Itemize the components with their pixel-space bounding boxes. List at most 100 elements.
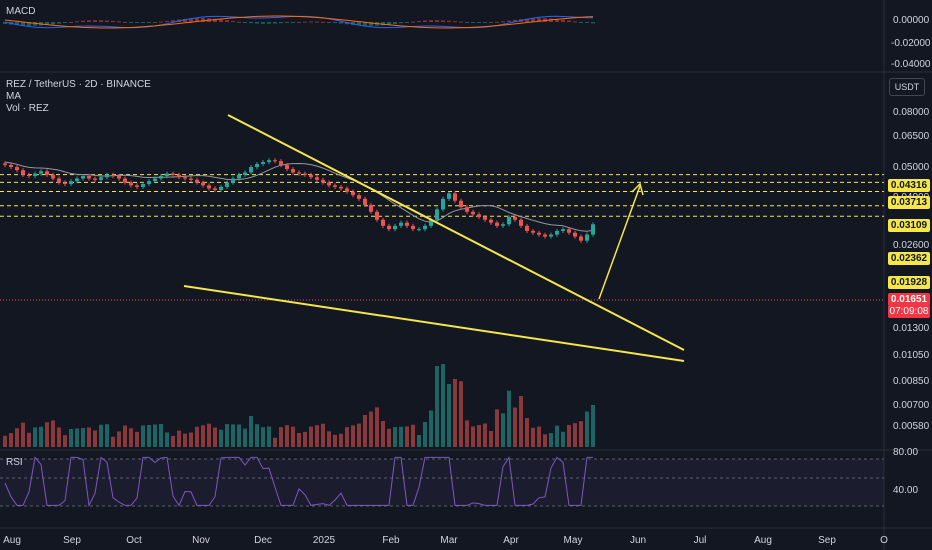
candle-body bbox=[591, 224, 595, 235]
macd-histogram-bar bbox=[309, 21, 313, 23]
macd-histogram-bar bbox=[477, 22, 481, 23]
volume-bar bbox=[303, 431, 307, 447]
macd-histogram-bar bbox=[63, 22, 67, 23]
candle-body bbox=[519, 219, 523, 226]
volume-bar bbox=[249, 416, 253, 447]
volume-bar bbox=[327, 431, 331, 447]
volume-bar bbox=[531, 427, 535, 447]
macd-tick: -0.02000 bbox=[891, 38, 931, 49]
candle-body bbox=[93, 178, 97, 180]
volume-bar bbox=[459, 381, 463, 447]
macd-histogram-bar bbox=[129, 22, 133, 23]
macd-histogram-bar bbox=[345, 22, 349, 25]
candle-body bbox=[219, 186, 223, 191]
candle-body bbox=[141, 183, 145, 187]
volume-bar bbox=[81, 428, 85, 447]
macd-histogram-bar bbox=[573, 21, 577, 23]
countdown-badge: 07:09:08 bbox=[888, 305, 930, 318]
price-tick: 0.00700 bbox=[893, 400, 930, 411]
volume-bar bbox=[453, 379, 457, 447]
level-badge[interactable]: 0.02362 bbox=[888, 252, 930, 265]
macd-histogram-bar bbox=[411, 21, 415, 23]
volume-bar bbox=[153, 424, 157, 447]
candle-body bbox=[57, 178, 61, 183]
macd-histogram-bar bbox=[531, 18, 535, 22]
volume-legend[interactable]: Vol · REZ bbox=[6, 103, 49, 114]
horizontal-levels bbox=[0, 174, 884, 217]
macd-histogram-bar bbox=[339, 22, 343, 24]
macd-histogram-bar bbox=[57, 22, 61, 24]
macd-label: MACD bbox=[6, 6, 36, 17]
candle-body bbox=[213, 188, 217, 191]
volume-bar bbox=[189, 432, 193, 447]
candle-body bbox=[489, 219, 493, 223]
candle-body bbox=[411, 225, 415, 230]
level-badge[interactable]: 0.03109 bbox=[888, 219, 930, 232]
volume-bar bbox=[3, 435, 7, 447]
volume-bar bbox=[207, 423, 211, 447]
current-price-badge[interactable]: 0.01651 bbox=[888, 293, 930, 306]
volume-bar bbox=[513, 407, 517, 447]
arrow-head-icon bbox=[631, 182, 644, 196]
ma-legend[interactable]: MA bbox=[6, 91, 21, 102]
time-tick: Dec bbox=[254, 535, 272, 546]
currency-button[interactable]: USDT bbox=[889, 78, 925, 96]
macd-histogram-bar bbox=[279, 22, 283, 24]
volume-bar bbox=[51, 420, 55, 447]
macd-histogram-bar bbox=[81, 20, 85, 22]
projection-arrow[interactable] bbox=[598, 185, 641, 300]
macd-histogram-bar bbox=[333, 22, 337, 23]
candle-body bbox=[255, 163, 259, 167]
volume-bar bbox=[93, 430, 97, 447]
candle-body bbox=[435, 209, 439, 220]
price-tick: 0.08000 bbox=[893, 107, 930, 118]
candle-body bbox=[21, 170, 25, 175]
symbol-title[interactable]: REZ / TetherUS · 2D · BINANCE bbox=[6, 79, 151, 90]
time-tick: Apr bbox=[503, 535, 519, 546]
candle-body bbox=[381, 219, 385, 226]
macd-histogram-bar bbox=[159, 21, 163, 23]
price-tick: 0.02600 bbox=[893, 240, 930, 251]
volume-bar bbox=[285, 425, 289, 447]
macd-histogram-bar bbox=[297, 21, 301, 23]
volume-bar bbox=[219, 429, 223, 447]
macd-histogram-bar bbox=[123, 21, 127, 23]
candle-body bbox=[465, 207, 469, 212]
level-badge[interactable]: 0.01928 bbox=[888, 276, 930, 289]
volume-bar bbox=[129, 428, 133, 447]
candle-body bbox=[495, 222, 499, 226]
lower-trendline[interactable] bbox=[183, 285, 685, 362]
volume-bar bbox=[507, 390, 511, 447]
macd-histogram-bar bbox=[165, 20, 169, 22]
candle-body bbox=[117, 176, 121, 179]
candle-body bbox=[357, 195, 361, 199]
candle-body bbox=[513, 216, 517, 220]
macd-histogram-bar bbox=[495, 21, 499, 23]
volume-bar bbox=[87, 427, 91, 447]
volume-bar bbox=[225, 424, 229, 447]
macd-histogram-bar bbox=[501, 21, 505, 23]
candle-body bbox=[309, 174, 313, 178]
candle-body bbox=[471, 211, 475, 215]
macd-histogram-bar bbox=[555, 19, 559, 22]
volume-bar bbox=[429, 410, 433, 447]
candle-body bbox=[321, 179, 325, 183]
candle-body bbox=[537, 232, 541, 235]
macd-histogram-bar bbox=[213, 18, 217, 22]
macd-histogram-bar bbox=[171, 20, 175, 22]
level-badge[interactable]: 0.03713 bbox=[888, 196, 930, 209]
macd-histogram-bar bbox=[267, 22, 271, 24]
upper-trendline[interactable] bbox=[227, 114, 685, 351]
rsi-label: RSI bbox=[6, 457, 23, 468]
macd-histogram-bar bbox=[195, 18, 199, 22]
macd-histogram-bar bbox=[93, 20, 97, 22]
time-tick: O bbox=[880, 535, 888, 546]
macd-histogram-bar bbox=[429, 20, 433, 22]
candle-body bbox=[303, 173, 307, 175]
macd-histogram-bar bbox=[273, 22, 277, 24]
level-badge[interactable]: 0.04316 bbox=[888, 179, 930, 192]
volume-bar bbox=[291, 426, 295, 447]
candle-body bbox=[273, 160, 277, 162]
macd-histogram-bar bbox=[261, 22, 265, 24]
